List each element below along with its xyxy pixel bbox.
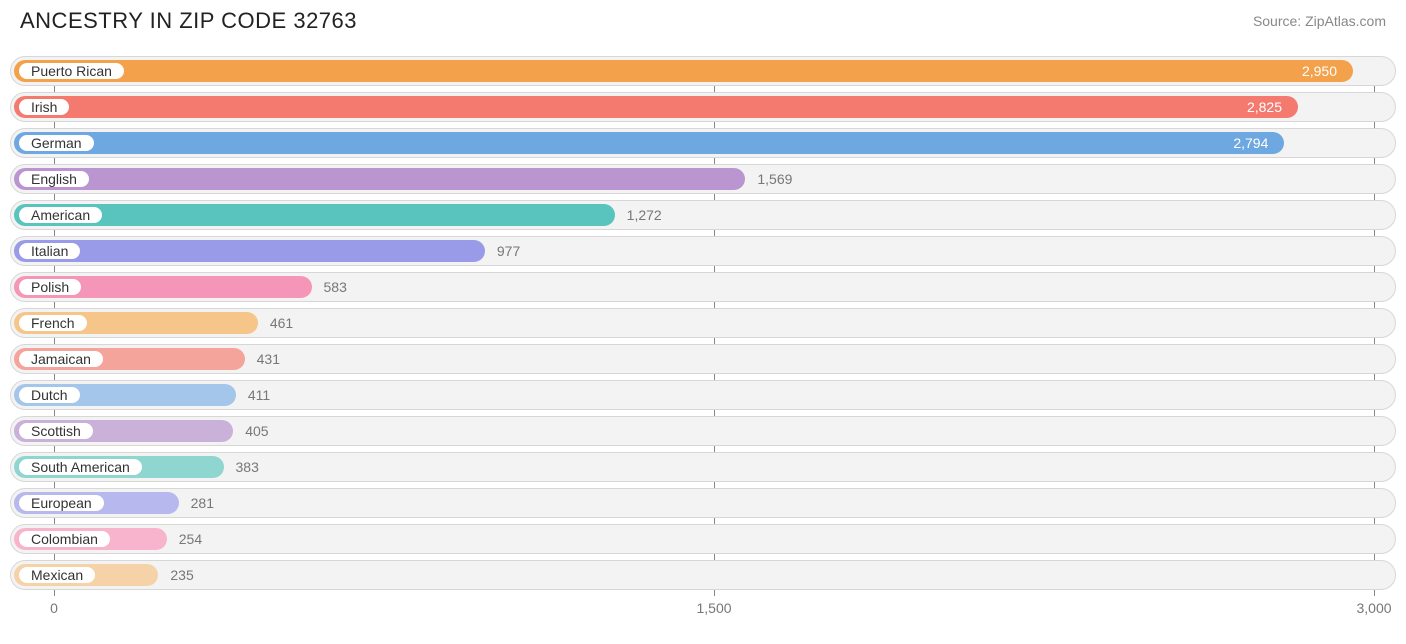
- bar-label: South American: [31, 459, 130, 475]
- chart-header: ANCESTRY IN ZIP CODE 32763 Source: ZipAt…: [0, 0, 1406, 38]
- bar-label-pill: American: [17, 205, 104, 225]
- bar-value: 383: [236, 453, 259, 481]
- bar: [14, 132, 1284, 154]
- bar-track: English 1,569: [10, 164, 1396, 194]
- bar: [14, 204, 615, 226]
- bar-track: Italian 977: [10, 236, 1396, 266]
- bar-label-pill: Scottish: [17, 421, 95, 441]
- bar-track: Irish 2,825: [10, 92, 1396, 122]
- bar-label: Puerto Rican: [31, 63, 112, 79]
- bar-track: European 281: [10, 488, 1396, 518]
- axis-tick: 3,000: [1356, 600, 1391, 616]
- bar-value: 583: [324, 273, 347, 301]
- bar-track: Puerto Rican 2,950: [10, 56, 1396, 86]
- bar-label: Colombian: [31, 531, 98, 547]
- bar-label: French: [31, 315, 75, 331]
- bar-label: American: [31, 207, 90, 223]
- bar-value: 254: [179, 525, 202, 553]
- bar-value: 2,794: [1233, 129, 1268, 157]
- bar-label: Italian: [31, 243, 68, 259]
- bar-label: Dutch: [31, 387, 68, 403]
- bar-value: 461: [270, 309, 293, 337]
- bar-track: Polish 583: [10, 272, 1396, 302]
- bar-label: Polish: [31, 279, 69, 295]
- bar-label-pill: Irish: [17, 97, 71, 117]
- bar-label-pill: Jamaican: [17, 349, 105, 369]
- bar-value: 405: [245, 417, 268, 445]
- bar-value: 235: [170, 561, 193, 589]
- bar-track: Mexican 235: [10, 560, 1396, 590]
- bar: [14, 168, 745, 190]
- chart-title: ANCESTRY IN ZIP CODE 32763: [20, 8, 357, 34]
- bar-track: Jamaican 431: [10, 344, 1396, 374]
- bar-track: Colombian 254: [10, 524, 1396, 554]
- bar-label: Jamaican: [31, 351, 91, 367]
- bar-track: German 2,794: [10, 128, 1396, 158]
- bar-label-pill: South American: [17, 457, 144, 477]
- bar-track: American 1,272: [10, 200, 1396, 230]
- bar-track: French 461: [10, 308, 1396, 338]
- bar-label-pill: Puerto Rican: [17, 61, 126, 81]
- bar-value: 2,950: [1302, 57, 1337, 85]
- bar-label: European: [31, 495, 92, 511]
- chart-rows: Puerto Rican 2,950 Irish 2,825 German 2,794 En…: [10, 56, 1396, 590]
- chart-x-axis: 0 1,500 3,000: [10, 596, 1396, 624]
- bar-value: 1,569: [757, 165, 792, 193]
- bar-label: English: [31, 171, 77, 187]
- chart-source: Source: ZipAtlas.com: [1253, 13, 1386, 29]
- bar-label-pill: English: [17, 169, 91, 189]
- bar-label-pill: Dutch: [17, 385, 82, 405]
- bar-value: 281: [191, 489, 214, 517]
- bar-label-pill: German: [17, 133, 96, 153]
- bar-track: Dutch 411: [10, 380, 1396, 410]
- bar-label: Scottish: [31, 423, 81, 439]
- bar-label-pill: French: [17, 313, 89, 333]
- axis-tick: 1,500: [696, 600, 731, 616]
- bar: [14, 60, 1353, 82]
- bar-label-pill: Italian: [17, 241, 82, 261]
- bar-value: 2,825: [1247, 93, 1282, 121]
- bar-value: 411: [248, 381, 270, 409]
- bar-label-pill: Mexican: [17, 565, 97, 585]
- bar: [14, 240, 485, 262]
- bar-value: 431: [257, 345, 280, 373]
- bar-label-pill: Colombian: [17, 529, 112, 549]
- bar-track: Scottish 405: [10, 416, 1396, 446]
- bar-track: South American 383: [10, 452, 1396, 482]
- bar-label-pill: European: [17, 493, 106, 513]
- bar-label: German: [31, 135, 82, 151]
- bar-value: 1,272: [627, 201, 662, 229]
- bar-value: 977: [497, 237, 520, 265]
- bar-label: Mexican: [31, 567, 83, 583]
- bar-label: Irish: [31, 99, 57, 115]
- chart-area: Puerto Rican 2,950 Irish 2,825 German 2,794 En…: [10, 56, 1396, 624]
- bar: [14, 96, 1298, 118]
- axis-tick: 0: [50, 600, 58, 616]
- bar-label-pill: Polish: [17, 277, 83, 297]
